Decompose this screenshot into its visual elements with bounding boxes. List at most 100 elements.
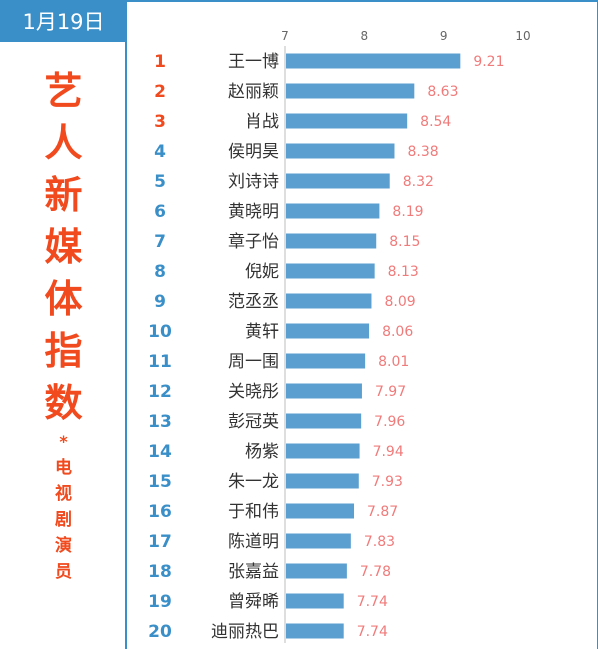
category-label: 关晓彤 xyxy=(228,382,279,402)
category-label: 章子怡 xyxy=(228,232,279,252)
category-label: 朱一龙 xyxy=(228,472,279,492)
x-tick-label: 10 xyxy=(515,29,530,43)
title-char: 艺 xyxy=(44,69,83,113)
value-label: 9.21 xyxy=(473,54,504,70)
bar xyxy=(286,593,344,609)
rank-label: 12 xyxy=(148,382,172,402)
title-separator: * xyxy=(59,432,68,451)
category-label: 于和伟 xyxy=(228,502,279,522)
category-label: 刘诗诗 xyxy=(228,172,279,192)
rank-label: 7 xyxy=(154,232,166,252)
rank-label: 14 xyxy=(148,442,172,462)
subtitle-char: 电 xyxy=(55,458,72,478)
rank-label: 6 xyxy=(154,202,166,222)
rank-label: 18 xyxy=(148,562,172,582)
subtitle-char: 员 xyxy=(55,562,72,582)
value-label: 8.54 xyxy=(420,114,451,130)
rank-label: 15 xyxy=(148,472,172,492)
category-label: 曾舜晞 xyxy=(228,592,279,612)
rank-label: 5 xyxy=(154,172,166,192)
bar xyxy=(286,173,390,189)
rank-label: 4 xyxy=(154,142,166,162)
title-char: 人 xyxy=(44,121,83,165)
value-label: 7.93 xyxy=(372,474,403,490)
value-label: 7.78 xyxy=(360,564,391,580)
category-label: 侯明昊 xyxy=(228,142,279,162)
title-char: 指 xyxy=(44,329,83,373)
category-label: 彭冠英 xyxy=(228,412,279,432)
rank-label: 8 xyxy=(154,262,166,282)
bar xyxy=(286,353,366,369)
title-char: 体 xyxy=(44,277,83,321)
rank-label: 19 xyxy=(148,592,172,612)
bar xyxy=(286,473,359,489)
category-label: 黄晓明 xyxy=(228,202,279,222)
category-label: 杨紫 xyxy=(245,442,279,462)
value-label: 8.38 xyxy=(407,144,438,160)
left-panel: 1月19日 艺 人 新 媒 体 指 数 * 电 视 剧 演 员 xyxy=(0,0,127,649)
subtitle-char: 视 xyxy=(55,484,72,504)
bar xyxy=(286,383,362,399)
value-label: 8.06 xyxy=(382,324,413,340)
value-label: 7.96 xyxy=(374,414,405,430)
bar xyxy=(286,263,375,279)
value-label: 8.63 xyxy=(427,84,458,100)
category-label: 倪妮 xyxy=(245,262,279,282)
top-rule xyxy=(127,0,598,2)
rank-label: 20 xyxy=(148,622,172,642)
rank-label: 2 xyxy=(154,82,166,102)
rank-label: 10 xyxy=(148,322,172,342)
category-label: 周一围 xyxy=(228,352,279,372)
category-label: 范丞丞 xyxy=(228,292,279,312)
x-tick-label: 7 xyxy=(281,29,289,43)
rank-label: 17 xyxy=(148,532,172,552)
bar xyxy=(286,623,344,639)
bar xyxy=(286,413,362,429)
category-label: 迪丽热巴 xyxy=(211,622,279,642)
value-label: 8.13 xyxy=(388,264,419,280)
rank-label: 13 xyxy=(148,412,172,432)
value-label: 8.19 xyxy=(392,204,423,220)
rank-label: 9 xyxy=(154,292,166,312)
category-label: 王一博 xyxy=(228,52,279,72)
bar xyxy=(286,563,347,579)
title-char: 媒 xyxy=(44,225,83,269)
bar xyxy=(286,203,380,219)
category-label: 陈道明 xyxy=(228,532,279,552)
bar xyxy=(286,503,355,519)
rank-label: 3 xyxy=(154,112,166,132)
bar xyxy=(286,293,372,309)
date-badge: 1月19日 xyxy=(0,0,127,42)
value-label: 8.32 xyxy=(403,174,434,190)
category-label: 张嘉益 xyxy=(228,562,279,582)
value-label: 8.09 xyxy=(384,294,415,310)
x-tick-label: 9 xyxy=(440,29,448,43)
subtitle-char: 演 xyxy=(55,536,72,556)
rank-label: 16 xyxy=(148,502,172,522)
category-label: 黄轩 xyxy=(245,322,279,342)
bar xyxy=(286,443,360,459)
bar xyxy=(286,533,351,549)
value-label: 8.01 xyxy=(378,354,409,370)
title-char: 数 xyxy=(44,381,83,425)
value-label: 8.15 xyxy=(389,234,420,250)
bar xyxy=(286,143,395,159)
bar xyxy=(286,53,461,69)
category-label: 肖战 xyxy=(245,112,279,132)
bar xyxy=(286,83,415,99)
value-label: 7.74 xyxy=(357,594,388,610)
bar-chart: 7 8 9 10 1 王一博 9.21 2 赵丽颖 8.63 3 肖战 8.54 4 侯明昊 8.38 5 刘诗诗… xyxy=(148,29,531,643)
value-label: 7.97 xyxy=(375,384,406,400)
x-tick-label: 8 xyxy=(361,29,369,43)
value-label: 7.83 xyxy=(364,534,395,550)
rank-label: 11 xyxy=(148,352,172,372)
value-label: 7.87 xyxy=(367,504,398,520)
rank-label: 1 xyxy=(154,52,166,72)
value-label: 7.94 xyxy=(373,444,404,460)
bar xyxy=(286,323,370,339)
title-char: 新 xyxy=(44,173,83,217)
bar xyxy=(286,113,408,129)
bar xyxy=(286,233,377,249)
vertical-title: 艺 人 新 媒 体 指 数 * 电 视 剧 演 员 xyxy=(0,72,127,590)
subtitle-char: 剧 xyxy=(55,510,72,530)
